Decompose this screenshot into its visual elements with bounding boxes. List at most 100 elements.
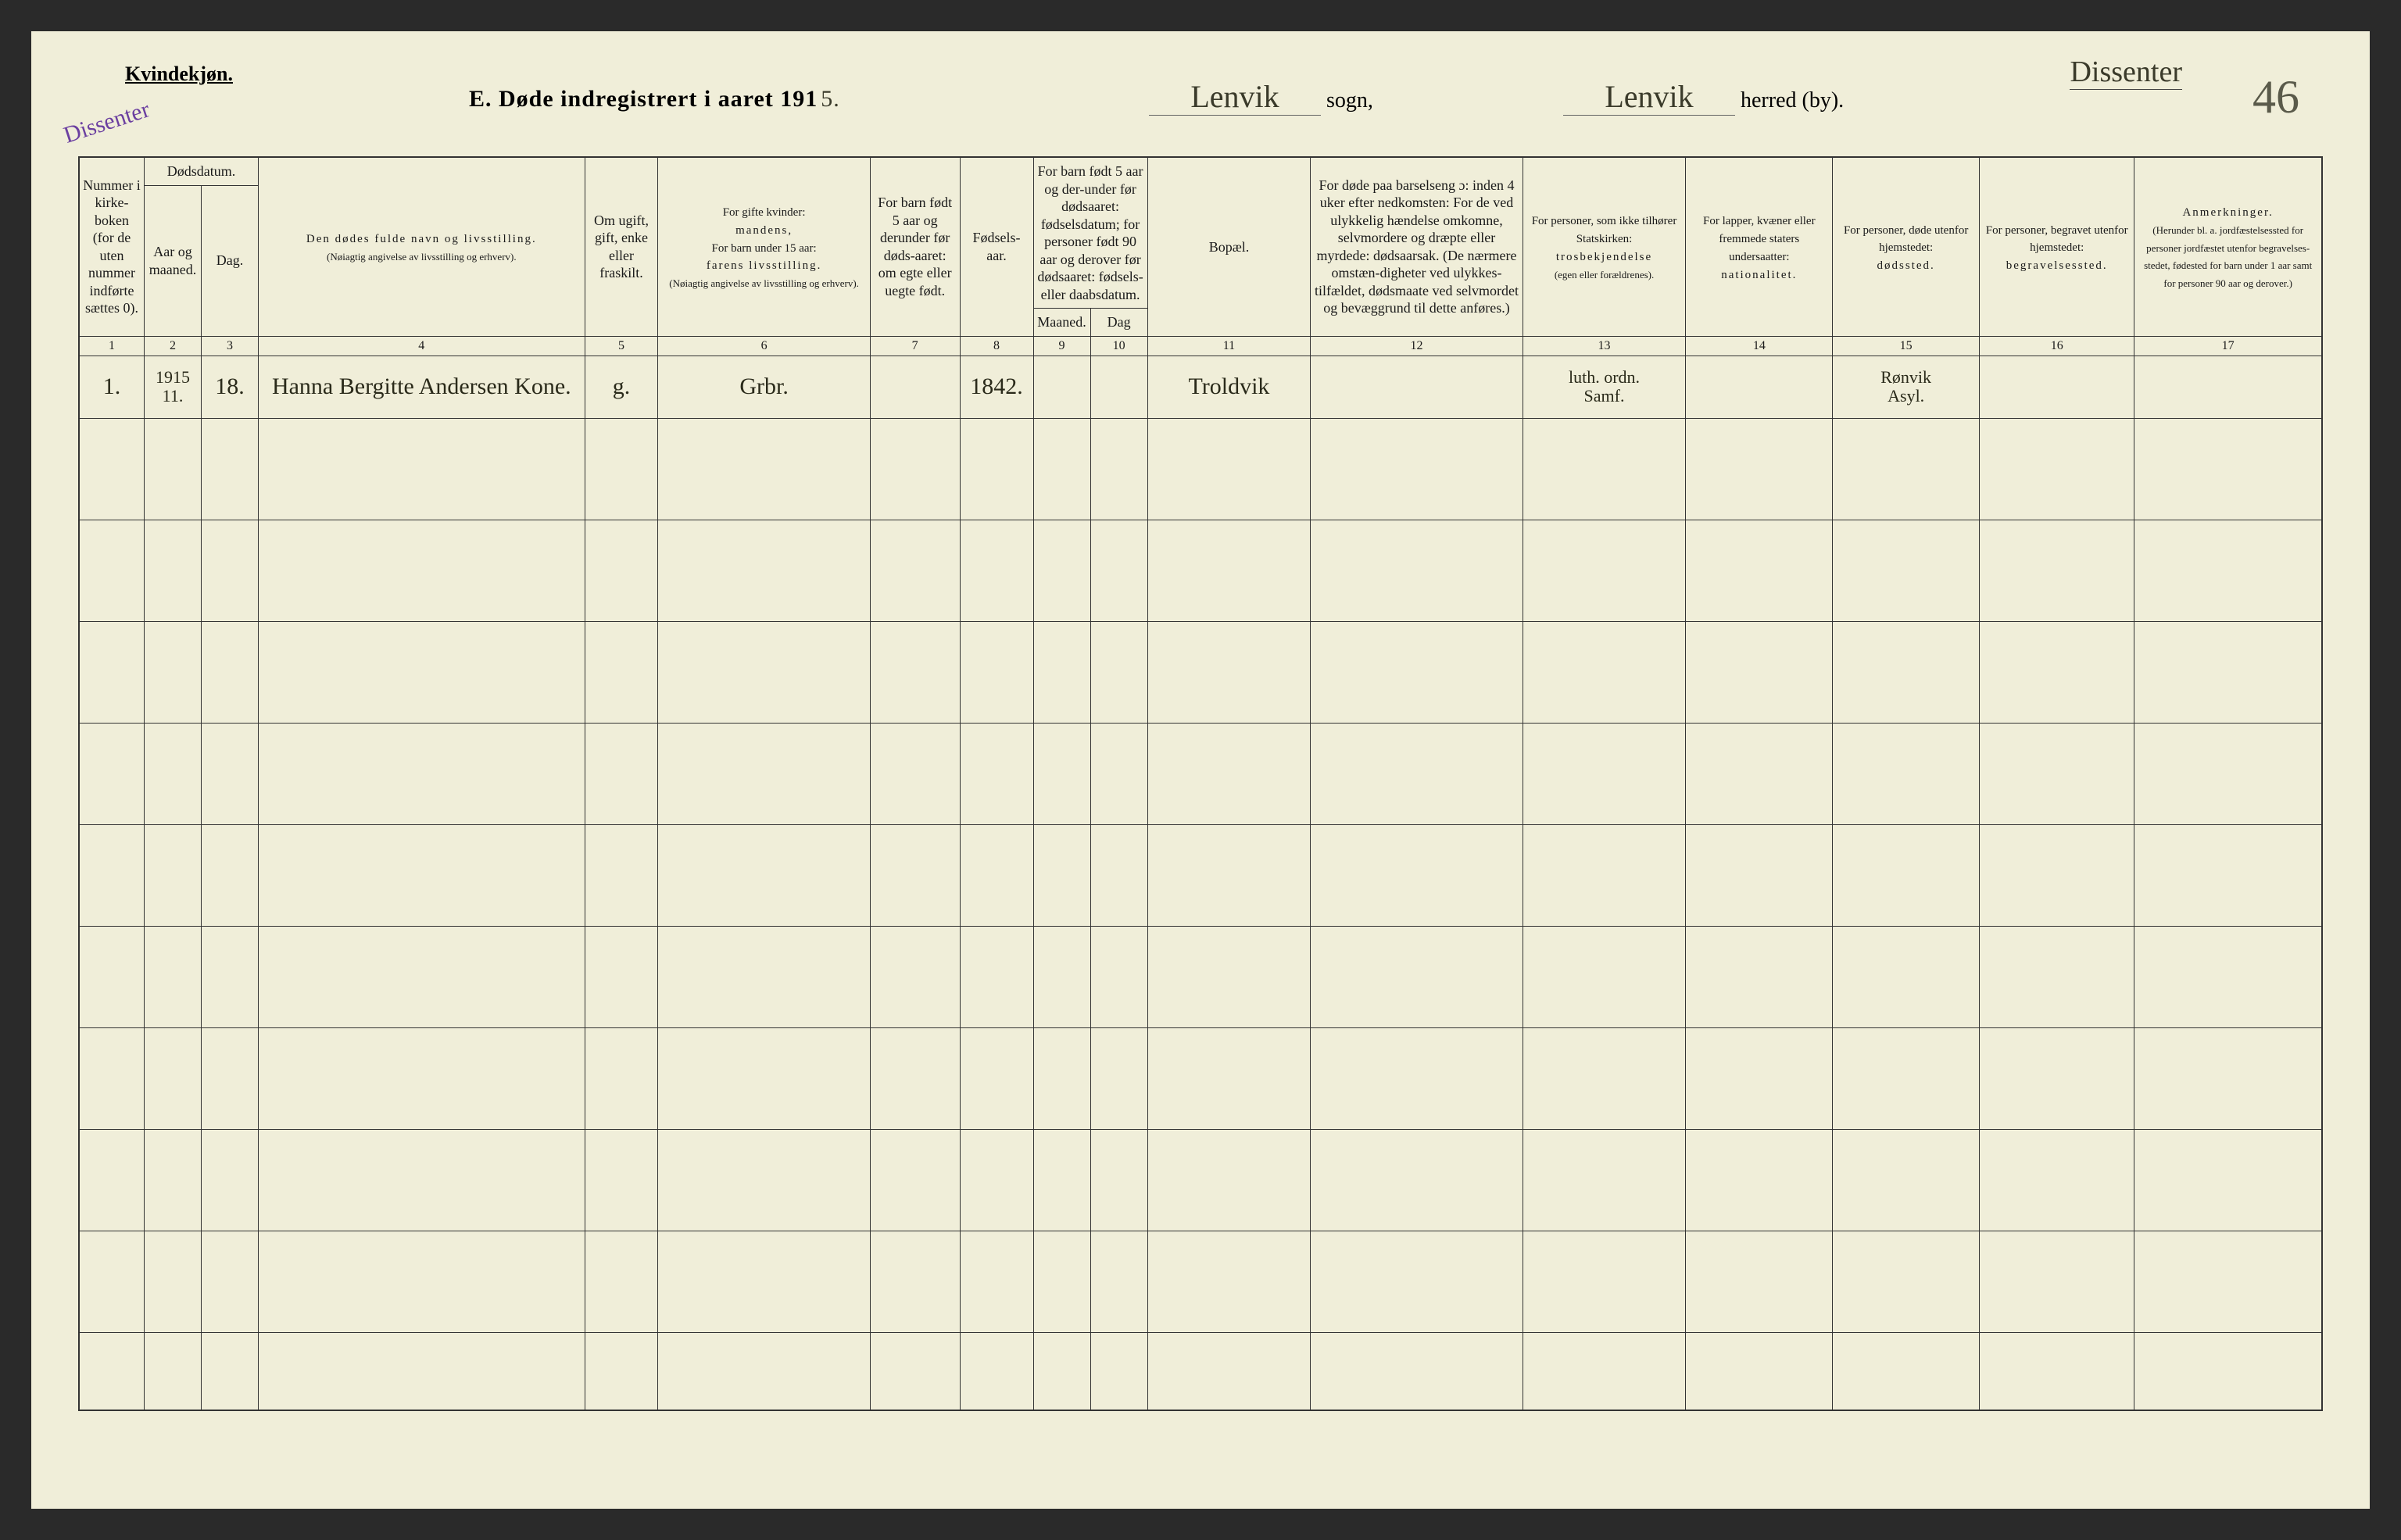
empty-cell	[79, 621, 144, 723]
empty-cell	[960, 1027, 1033, 1129]
table-row	[79, 723, 2322, 824]
empty-cell	[144, 1332, 201, 1410]
colnum: 11	[1147, 336, 1311, 356]
herred-value: Lenvik	[1563, 78, 1735, 116]
col-4-line1: Den dødes fulde navn og livsstilling.	[306, 233, 537, 245]
colnum: 6	[658, 336, 870, 356]
colnum: 17	[2134, 336, 2322, 356]
empty-cell	[1311, 926, 1523, 1027]
empty-cell	[585, 520, 658, 621]
col-6-l3: For barn under 15 aar:	[712, 242, 817, 255]
cell-c16	[1980, 356, 2134, 418]
empty-cell	[1147, 1129, 1311, 1231]
col-13-l1: For personer, som ikke tilhører Statskir…	[1532, 215, 1677, 245]
empty-cell	[870, 926, 960, 1027]
empty-cell	[585, 1332, 658, 1410]
empty-cell	[79, 520, 144, 621]
empty-cell	[1686, 1332, 1833, 1410]
dissenter-stamp: Dissenter	[61, 96, 153, 148]
empty-cell	[1523, 1129, 1686, 1231]
empty-cell	[202, 1332, 259, 1410]
empty-cell	[1033, 926, 1090, 1027]
empty-cell	[1147, 1027, 1311, 1129]
empty-cell	[79, 418, 144, 520]
empty-cell	[1311, 1332, 1523, 1410]
empty-cell	[585, 1027, 658, 1129]
table-head: Nummer i kirke-boken (for de uten nummer…	[79, 157, 2322, 356]
empty-cell	[202, 520, 259, 621]
empty-cell	[1980, 1332, 2134, 1410]
cell-bopael: Troldvik	[1147, 356, 1311, 418]
col-15-l2: dødssted.	[1877, 259, 1935, 272]
empty-cell	[870, 1332, 960, 1410]
empty-cell	[960, 418, 1033, 520]
colnum: 2	[144, 336, 201, 356]
empty-cell	[259, 520, 585, 621]
empty-cell	[960, 1231, 1033, 1332]
table-row	[79, 824, 2322, 926]
empty-cell	[1523, 520, 1686, 621]
empty-cell	[1311, 418, 1523, 520]
empty-cell	[1523, 1231, 1686, 1332]
col-17-l2: (Herunder bl. a. jordfæstelsessted for p…	[2144, 224, 2312, 289]
sogn-value: Lenvik	[1149, 78, 1321, 116]
col-13-header: For personer, som ikke tilhører Statskir…	[1523, 157, 1686, 336]
empty-cell	[1523, 824, 1686, 926]
empty-cell	[658, 520, 870, 621]
empty-cell	[144, 723, 201, 824]
empty-cell	[1147, 723, 1311, 824]
cell-c9	[1033, 356, 1090, 418]
empty-cell	[960, 621, 1033, 723]
empty-cell	[870, 520, 960, 621]
table-row	[79, 1027, 2322, 1129]
col-1-header: Nummer i kirke-boken (for de uten nummer…	[79, 157, 144, 336]
empty-cell	[658, 723, 870, 824]
col-9-10-header: For barn født 5 aar og der-under før død…	[1033, 157, 1147, 309]
empty-cell	[1311, 520, 1523, 621]
colnum: 3	[202, 336, 259, 356]
empty-cell	[658, 926, 870, 1027]
empty-cell	[1833, 418, 1980, 520]
empty-cell	[1833, 1027, 1980, 1129]
empty-cell	[1980, 926, 2134, 1027]
empty-cell	[2134, 1129, 2322, 1231]
cell-year: 1915	[148, 368, 198, 387]
sogn-label: sogn,	[1326, 88, 1373, 113]
empty-cell	[658, 1129, 870, 1231]
col-7-header: For barn født 5 aar og derunder før døds…	[870, 157, 960, 336]
empty-cell	[1090, 1027, 1147, 1129]
cell-c12	[1311, 356, 1523, 418]
table-row	[79, 418, 2322, 520]
empty-cell	[960, 926, 1033, 1027]
empty-cell	[1147, 520, 1311, 621]
empty-cell	[1311, 1231, 1523, 1332]
colnum: 12	[1311, 336, 1523, 356]
empty-cell	[1090, 926, 1147, 1027]
col-2-header: Aar og maaned.	[144, 185, 201, 336]
cell-num: 1.	[79, 356, 144, 418]
empty-cell	[79, 1027, 144, 1129]
table-body: 1. 1915 11. 18. Hanna Bergitte Andersen …	[79, 356, 2322, 1410]
cell-year-month: 1915 11.	[144, 356, 201, 418]
empty-cell	[585, 621, 658, 723]
col-8-header: Fødsels-aar.	[960, 157, 1033, 336]
col-4-line2: (Nøiagtig angivelse av livsstilling og e…	[327, 251, 517, 263]
empty-cell	[1523, 723, 1686, 824]
table-row	[79, 1129, 2322, 1231]
empty-cell	[1833, 926, 1980, 1027]
col-4-header: Den dødes fulde navn og livsstilling. (N…	[259, 157, 585, 336]
empty-cell	[1090, 1231, 1147, 1332]
empty-cell	[144, 824, 201, 926]
sogn-field: Lenvik sogn,	[1149, 78, 1373, 116]
empty-cell	[585, 1231, 658, 1332]
empty-cell	[1686, 1129, 1833, 1231]
cell-c10	[1090, 356, 1147, 418]
empty-cell	[658, 1231, 870, 1332]
empty-cell	[202, 1231, 259, 1332]
empty-cell	[144, 1231, 201, 1332]
col-10-header: Dag	[1090, 309, 1147, 337]
empty-cell	[1686, 926, 1833, 1027]
empty-cell	[2134, 1027, 2322, 1129]
empty-cell	[585, 418, 658, 520]
empty-cell	[1833, 1231, 1980, 1332]
